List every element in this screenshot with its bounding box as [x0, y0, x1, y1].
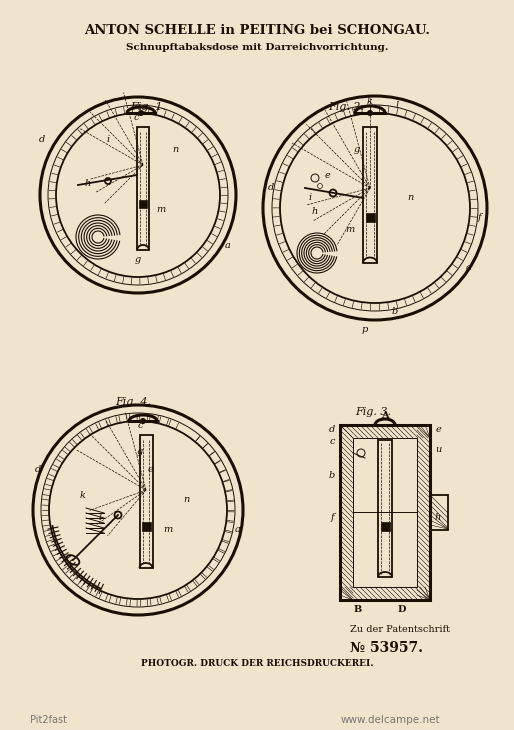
Text: d: d — [268, 183, 274, 193]
Text: g: g — [354, 145, 360, 155]
Text: i: i — [106, 136, 109, 145]
Text: h: h — [312, 207, 318, 217]
Text: a: a — [235, 526, 241, 534]
Text: c: c — [329, 437, 335, 445]
Text: ANTON SCHELLE in PEITING bei SCHONGAU.: ANTON SCHELLE in PEITING bei SCHONGAU. — [84, 23, 430, 36]
Text: h: h — [85, 179, 91, 188]
Text: Fig. 4.: Fig. 4. — [115, 397, 151, 407]
Text: A: A — [381, 412, 389, 420]
Circle shape — [138, 110, 143, 115]
Circle shape — [368, 110, 373, 115]
Bar — [381, 522, 390, 531]
Text: a: a — [466, 264, 472, 272]
Text: e: e — [147, 466, 153, 474]
Text: c: c — [133, 113, 139, 123]
Text: l: l — [99, 513, 102, 523]
Text: www.delcampe.net: www.delcampe.net — [340, 715, 440, 725]
Text: PHOTOGR. DRUCK DER REICHSDRUCKEREI.: PHOTOGR. DRUCK DER REICHSDRUCKEREI. — [141, 658, 373, 667]
Bar — [142, 522, 151, 531]
Text: Schnupftabaksdose mit Darreichvorrichtung.: Schnupftabaksdose mit Darreichvorrichtun… — [126, 42, 388, 52]
Text: u: u — [435, 445, 441, 455]
Text: i: i — [308, 193, 311, 202]
Bar — [340, 425, 430, 600]
Bar — [140, 435, 153, 568]
Bar — [378, 440, 392, 577]
Text: d: d — [329, 426, 335, 434]
Text: k: k — [80, 491, 86, 499]
Bar — [139, 200, 147, 208]
Text: Pit2fast: Pit2fast — [30, 715, 67, 725]
Text: Fig. 2.: Fig. 2. — [328, 102, 364, 112]
Text: n: n — [183, 496, 189, 504]
Text: g: g — [137, 447, 143, 456]
Text: h: h — [435, 512, 441, 521]
Text: n: n — [407, 193, 413, 202]
Text: Zu der Patentschrift: Zu der Patentschrift — [350, 626, 450, 634]
Bar — [353, 438, 417, 587]
Text: Fig. 1.: Fig. 1. — [130, 102, 166, 112]
Text: № 53957.: № 53957. — [350, 641, 423, 655]
Text: c: c — [137, 421, 143, 431]
Text: Fig. 3.: Fig. 3. — [355, 407, 391, 417]
Text: m: m — [163, 526, 173, 534]
Bar — [137, 127, 149, 250]
Text: n: n — [172, 145, 178, 155]
Text: b: b — [392, 307, 398, 317]
Text: D: D — [398, 605, 406, 615]
Text: e: e — [435, 426, 441, 434]
Text: k: k — [367, 96, 373, 106]
Text: m: m — [345, 226, 355, 234]
Text: f: f — [330, 512, 334, 521]
Bar — [363, 127, 377, 263]
Text: m: m — [156, 206, 166, 215]
Text: B: B — [354, 605, 362, 615]
Bar — [366, 213, 375, 222]
Bar — [430, 495, 448, 530]
Circle shape — [140, 418, 145, 423]
Text: f: f — [477, 213, 481, 223]
Text: g: g — [135, 255, 141, 264]
Text: d: d — [39, 136, 45, 145]
Text: b: b — [329, 471, 335, 480]
Text: e: e — [324, 172, 330, 180]
Text: a: a — [225, 240, 231, 250]
Text: l: l — [395, 101, 398, 110]
Text: d: d — [35, 466, 41, 474]
Text: p: p — [362, 326, 368, 334]
